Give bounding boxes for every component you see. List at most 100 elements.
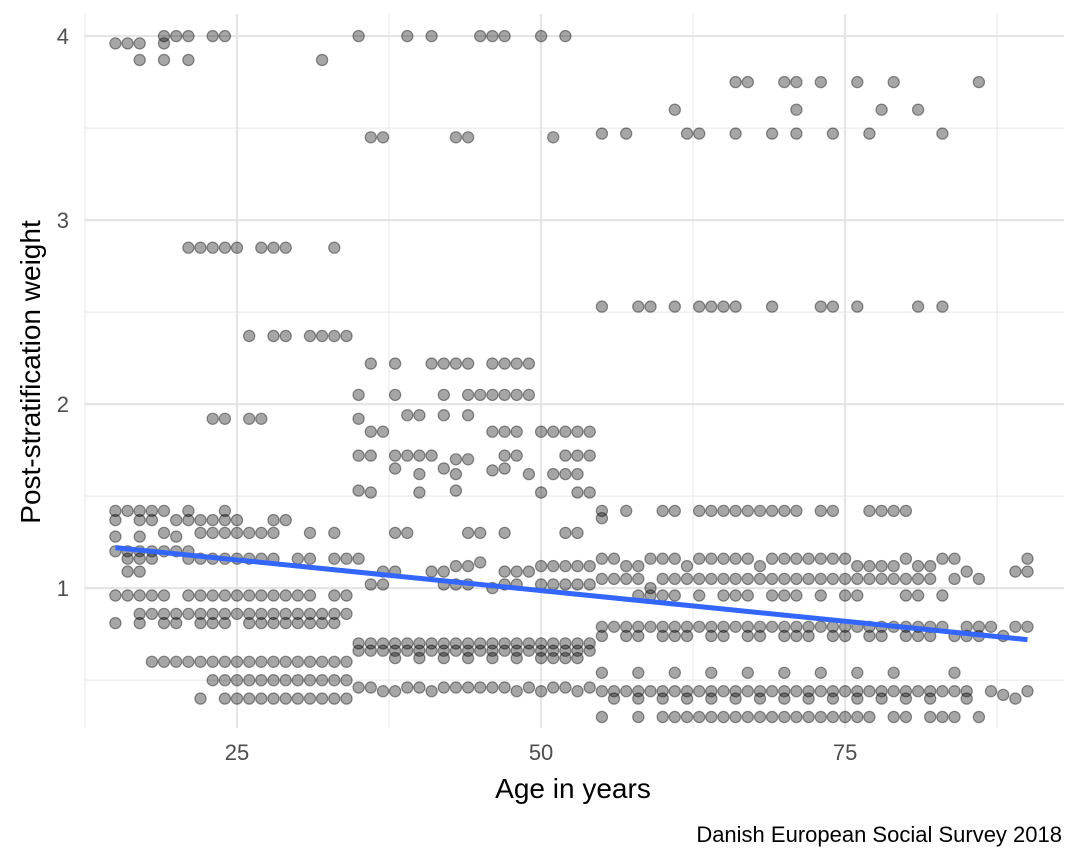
data-point: [437, 637, 450, 650]
data-point: [498, 462, 511, 475]
data-point: [182, 29, 195, 43]
data-point: [461, 357, 475, 370]
data-point: [437, 565, 450, 578]
data-point: [571, 651, 584, 665]
data-point: [474, 29, 487, 43]
data-point: [498, 565, 511, 578]
data-point: [936, 685, 949, 698]
data-point: [121, 589, 134, 602]
data-point: [826, 692, 840, 705]
data-point: [255, 655, 268, 669]
data-point: [620, 127, 633, 140]
data-point: [303, 692, 317, 705]
data-point: [717, 710, 730, 724]
data-point: [948, 710, 961, 724]
data-point: [388, 651, 402, 665]
data-point: [510, 565, 523, 578]
data-point: [705, 300, 718, 313]
data-point: [924, 572, 937, 586]
data-point: [145, 589, 159, 602]
data-point: [206, 589, 219, 602]
data-point: [279, 616, 292, 630]
data-point: [863, 710, 876, 724]
data-point: [486, 644, 499, 657]
data-point: [729, 300, 742, 313]
data-point: [364, 357, 377, 370]
data-point: [169, 655, 183, 669]
data-point: [133, 530, 146, 543]
data-point: [559, 651, 572, 665]
data-point: [279, 241, 292, 254]
data-point: [620, 685, 633, 698]
data-point: [571, 559, 584, 573]
data-point: [741, 552, 755, 565]
data-point: [133, 589, 146, 602]
data-point: [291, 674, 304, 687]
data-point: [291, 692, 304, 705]
data-point: [668, 685, 682, 698]
data-point: [705, 572, 718, 586]
data-point: [680, 127, 694, 140]
data-point: [352, 637, 365, 650]
data-point: [948, 685, 961, 698]
data-point: [717, 629, 730, 643]
data-point: [595, 629, 609, 643]
data-point: [887, 504, 900, 518]
data-point: [157, 37, 171, 50]
data-point: [267, 674, 280, 687]
data-point: [620, 620, 633, 634]
data-point: [620, 504, 633, 518]
data-point: [571, 449, 584, 462]
data-point: [559, 467, 572, 481]
data-point: [498, 449, 511, 462]
data-point: [632, 300, 645, 313]
data-point: [413, 651, 426, 665]
data-point: [242, 692, 256, 705]
data-point: [303, 329, 317, 343]
data-point: [936, 300, 949, 313]
data-point: [583, 644, 596, 657]
data-point: [559, 681, 572, 694]
data-point: [899, 552, 913, 565]
data-point: [717, 552, 730, 565]
data-point: [705, 692, 718, 705]
data-point: [693, 552, 706, 565]
data-point: [607, 572, 621, 586]
data-point: [291, 552, 304, 565]
data-point: [851, 300, 864, 313]
data-point: [267, 589, 280, 602]
data-point: [948, 572, 961, 586]
data-point: [425, 449, 438, 462]
data-point: [693, 620, 706, 634]
data-point: [741, 710, 755, 724]
data-point: [911, 103, 925, 116]
data-point: [145, 607, 159, 621]
data-point: [632, 572, 645, 586]
data-point: [401, 449, 414, 462]
data-point: [826, 127, 840, 140]
data-point: [498, 388, 511, 402]
data-point: [656, 629, 669, 643]
data-point: [620, 629, 633, 643]
data-point: [693, 127, 706, 140]
data-point: [571, 526, 584, 540]
data-point: [340, 329, 353, 343]
data-point: [194, 692, 207, 705]
data-point: [486, 637, 499, 650]
data-point: [656, 504, 669, 518]
data-point: [911, 589, 925, 602]
data-point: [656, 692, 669, 705]
data-point: [668, 300, 682, 313]
data-point: [133, 53, 146, 67]
data-point: [194, 513, 207, 527]
data-point: [169, 607, 183, 621]
data-point: [461, 651, 475, 665]
data-point: [242, 674, 256, 687]
data-point: [887, 666, 900, 680]
data-point: [194, 607, 207, 621]
data-point: [1021, 565, 1034, 578]
data-point: [547, 131, 560, 144]
data-point: [875, 685, 888, 698]
data-point: [863, 559, 876, 573]
data-point: [802, 572, 815, 586]
